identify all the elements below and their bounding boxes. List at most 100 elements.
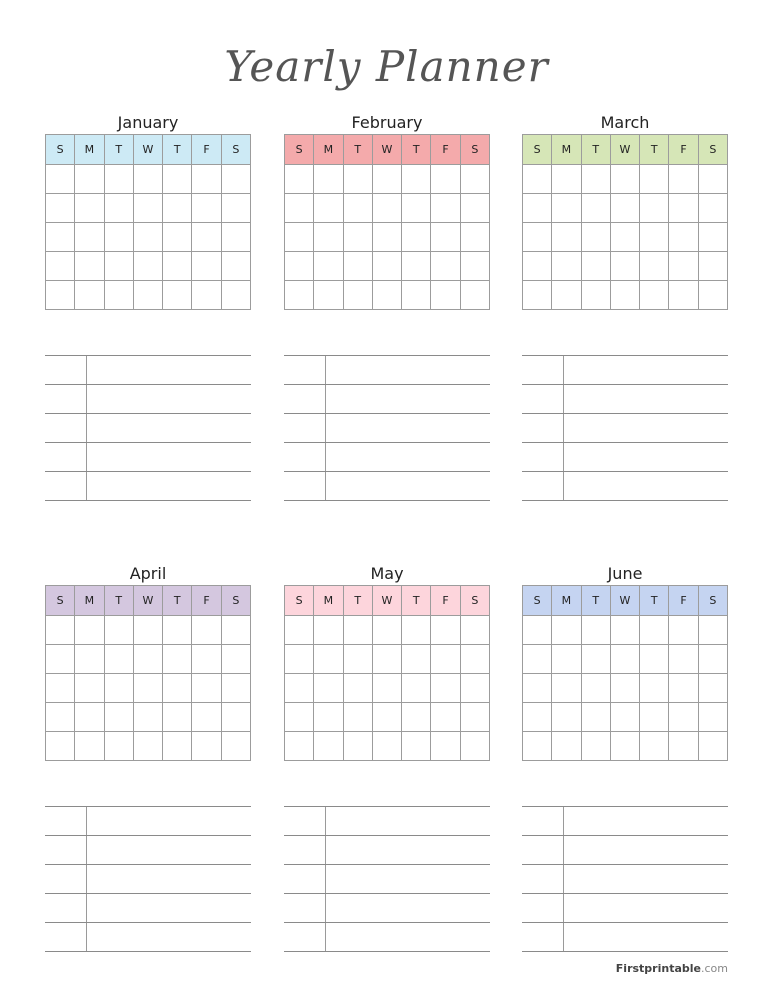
day-cell[interactable]: [44, 673, 76, 703]
day-cell[interactable]: [74, 251, 105, 281]
day-cell[interactable]: [44, 164, 76, 194]
day-cell[interactable]: [430, 251, 461, 281]
day-cell[interactable]: [401, 251, 432, 281]
day-cell[interactable]: [668, 222, 699, 252]
note-line[interactable]: [284, 864, 490, 893]
day-cell[interactable]: [401, 193, 432, 223]
day-cell[interactable]: [551, 644, 582, 674]
day-cell[interactable]: [220, 615, 252, 645]
day-cell[interactable]: [220, 280, 252, 310]
note-line[interactable]: [522, 835, 728, 864]
note-line[interactable]: [284, 355, 490, 384]
day-cell[interactable]: [103, 222, 134, 252]
day-cell[interactable]: [430, 615, 461, 645]
day-cell[interactable]: [697, 673, 729, 703]
day-cell[interactable]: [521, 644, 553, 674]
day-cell[interactable]: [459, 222, 491, 252]
day-cell[interactable]: [313, 164, 344, 194]
day-cell[interactable]: [103, 251, 134, 281]
note-line[interactable]: [45, 384, 251, 413]
day-cell[interactable]: [371, 222, 403, 252]
day-cell[interactable]: [191, 280, 222, 310]
day-cell[interactable]: [639, 615, 670, 645]
day-cell[interactable]: [283, 644, 315, 674]
day-cell[interactable]: [697, 615, 729, 645]
day-cell[interactable]: [580, 280, 611, 310]
day-cell[interactable]: [430, 222, 461, 252]
day-cell[interactable]: [668, 673, 699, 703]
note-line[interactable]: [45, 806, 251, 835]
day-cell[interactable]: [371, 702, 403, 732]
day-cell[interactable]: [44, 702, 76, 732]
day-cell[interactable]: [639, 673, 670, 703]
day-cell[interactable]: [609, 280, 641, 310]
day-cell[interactable]: [162, 615, 193, 645]
day-cell[interactable]: [551, 164, 582, 194]
note-line[interactable]: [522, 442, 728, 471]
day-cell[interactable]: [132, 673, 164, 703]
day-cell[interactable]: [430, 644, 461, 674]
day-cell[interactable]: [430, 280, 461, 310]
note-line[interactable]: [522, 413, 728, 442]
note-line[interactable]: [284, 442, 490, 471]
day-cell[interactable]: [283, 702, 315, 732]
note-line[interactable]: [45, 835, 251, 864]
day-cell[interactable]: [401, 731, 432, 761]
day-cell[interactable]: [220, 222, 252, 252]
day-cell[interactable]: [103, 702, 134, 732]
day-cell[interactable]: [639, 193, 670, 223]
day-cell[interactable]: [313, 673, 344, 703]
day-cell[interactable]: [44, 193, 76, 223]
day-cell[interactable]: [162, 222, 193, 252]
day-cell[interactable]: [132, 731, 164, 761]
day-cell[interactable]: [162, 644, 193, 674]
day-cell[interactable]: [521, 222, 553, 252]
day-cell[interactable]: [283, 251, 315, 281]
day-cell[interactable]: [551, 193, 582, 223]
day-cell[interactable]: [371, 251, 403, 281]
day-cell[interactable]: [103, 193, 134, 223]
day-cell[interactable]: [283, 731, 315, 761]
day-cell[interactable]: [580, 673, 611, 703]
day-cell[interactable]: [697, 644, 729, 674]
day-cell[interactable]: [580, 164, 611, 194]
day-cell[interactable]: [697, 193, 729, 223]
day-cell[interactable]: [551, 222, 582, 252]
note-line[interactable]: [45, 442, 251, 471]
day-cell[interactable]: [639, 222, 670, 252]
day-cell[interactable]: [191, 615, 222, 645]
note-line[interactable]: [522, 922, 728, 951]
note-line[interactable]: [45, 500, 251, 501]
day-cell[interactable]: [44, 251, 76, 281]
day-cell[interactable]: [313, 193, 344, 223]
day-cell[interactable]: [459, 164, 491, 194]
day-cell[interactable]: [103, 673, 134, 703]
note-line[interactable]: [522, 355, 728, 384]
note-line[interactable]: [284, 384, 490, 413]
day-cell[interactable]: [74, 731, 105, 761]
note-line[interactable]: [284, 951, 490, 952]
day-cell[interactable]: [580, 615, 611, 645]
day-cell[interactable]: [401, 615, 432, 645]
day-cell[interactable]: [162, 251, 193, 281]
day-cell[interactable]: [668, 251, 699, 281]
day-cell[interactable]: [342, 644, 373, 674]
day-cell[interactable]: [191, 644, 222, 674]
day-cell[interactable]: [668, 644, 699, 674]
day-cell[interactable]: [342, 222, 373, 252]
day-cell[interactable]: [459, 251, 491, 281]
day-cell[interactable]: [521, 280, 553, 310]
day-cell[interactable]: [521, 673, 553, 703]
day-cell[interactable]: [342, 251, 373, 281]
day-cell[interactable]: [697, 280, 729, 310]
day-cell[interactable]: [697, 164, 729, 194]
day-cell[interactable]: [401, 164, 432, 194]
day-cell[interactable]: [639, 644, 670, 674]
day-cell[interactable]: [371, 644, 403, 674]
note-line[interactable]: [522, 951, 728, 952]
day-cell[interactable]: [459, 193, 491, 223]
day-cell[interactable]: [668, 164, 699, 194]
note-line[interactable]: [284, 893, 490, 922]
note-line[interactable]: [45, 922, 251, 951]
day-cell[interactable]: [430, 193, 461, 223]
